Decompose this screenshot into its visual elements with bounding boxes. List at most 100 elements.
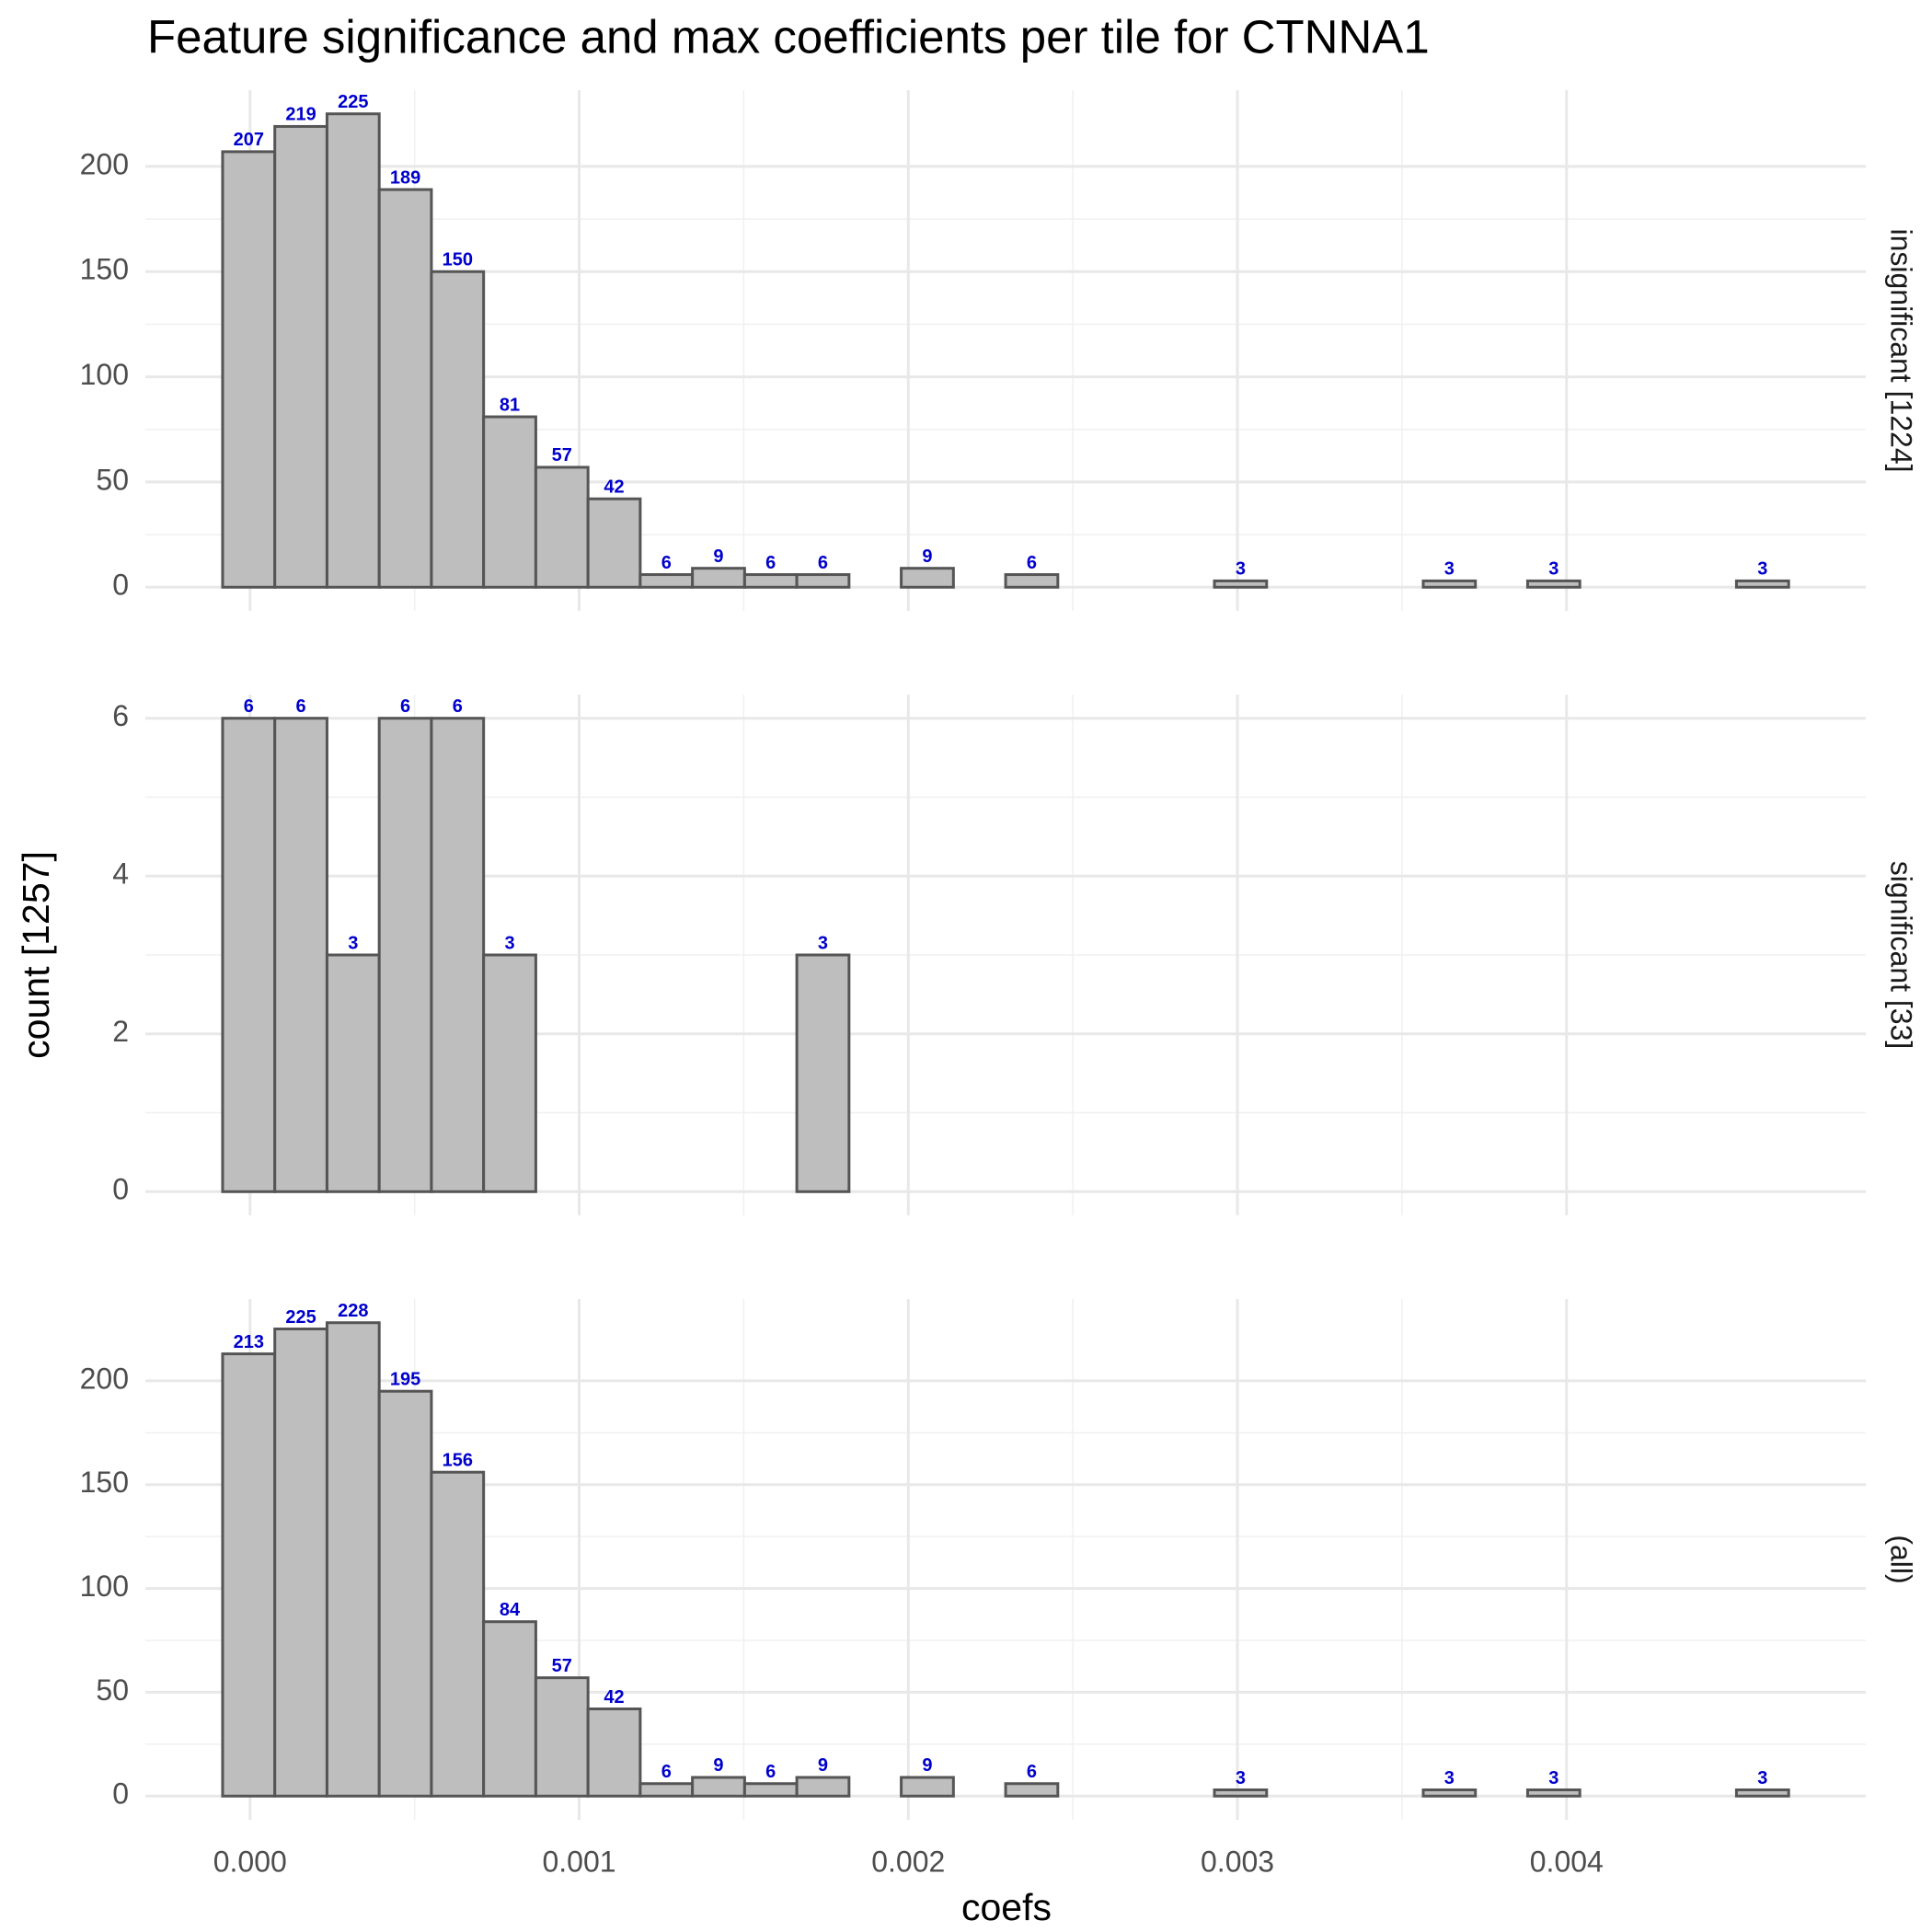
data-label: 225 xyxy=(285,1307,316,1328)
chart-title: Feature significance and max coefficient… xyxy=(147,10,1430,63)
x-tick-label: 0.003 xyxy=(1201,1845,1274,1878)
data-label: 6 xyxy=(1027,1762,1037,1782)
bar xyxy=(795,573,851,589)
data-label: 84 xyxy=(500,1600,521,1620)
data-label: 3 xyxy=(1236,1768,1246,1788)
bar xyxy=(482,1620,537,1798)
data-label: 6 xyxy=(244,696,254,717)
bar xyxy=(638,573,695,589)
data-label: 42 xyxy=(604,477,624,498)
data-label: 57 xyxy=(552,1656,572,1676)
y-tick-label: 200 xyxy=(80,147,129,180)
bar xyxy=(534,466,590,589)
data-label: 3 xyxy=(1757,559,1767,580)
data-label: 6 xyxy=(400,696,410,717)
bar xyxy=(1004,573,1060,589)
bar xyxy=(1004,1782,1060,1798)
data-label: 6 xyxy=(661,1762,672,1782)
bar xyxy=(273,1327,328,1798)
data-label: 207 xyxy=(234,130,264,150)
facet-label: insignificant [1224] xyxy=(1885,228,1918,472)
x-tick-label: 0.004 xyxy=(1530,1845,1604,1878)
data-label: 3 xyxy=(1548,559,1558,580)
data-label: 189 xyxy=(390,167,420,188)
data-label: 225 xyxy=(338,92,368,112)
bar xyxy=(1734,579,1790,589)
data-label: 195 xyxy=(390,1369,420,1389)
data-label: 9 xyxy=(922,1755,932,1776)
x-tick-label: 0.001 xyxy=(542,1845,615,1878)
bar xyxy=(1525,1788,1581,1798)
bar xyxy=(742,573,799,589)
bar xyxy=(273,717,328,1193)
bar xyxy=(221,1352,277,1798)
data-label: 3 xyxy=(1444,1768,1455,1788)
bar xyxy=(273,124,328,589)
x-axis-label: coefs xyxy=(961,1886,1052,1928)
data-label: 9 xyxy=(713,546,723,567)
data-label: 57 xyxy=(552,445,572,466)
bar xyxy=(534,1676,590,1798)
y-tick-label: 50 xyxy=(96,463,129,496)
y-tick-label: 0 xyxy=(112,1777,129,1811)
data-label: 3 xyxy=(348,933,358,953)
bar xyxy=(1525,579,1581,589)
bar xyxy=(1421,1788,1478,1798)
bar xyxy=(900,567,955,589)
data-label: 6 xyxy=(453,696,463,717)
bar xyxy=(795,1776,851,1798)
data-label: 9 xyxy=(922,546,932,567)
data-label: 150 xyxy=(443,250,473,270)
y-tick-label: 100 xyxy=(80,1570,129,1603)
bar xyxy=(482,415,537,589)
data-label: 6 xyxy=(765,553,776,573)
bar xyxy=(377,1389,433,1798)
bar xyxy=(377,188,433,589)
y-tick-label: 150 xyxy=(80,253,129,286)
bar xyxy=(325,1321,381,1798)
data-label: 6 xyxy=(818,553,828,573)
data-label: 213 xyxy=(234,1332,264,1352)
bar xyxy=(1421,579,1478,589)
data-label: 3 xyxy=(504,933,514,953)
facet-label: (all) xyxy=(1885,1535,1918,1583)
bar xyxy=(430,270,486,589)
data-label: 6 xyxy=(765,1762,776,1782)
data-label: 9 xyxy=(713,1755,723,1776)
data-label: 219 xyxy=(285,105,316,125)
data-label: 3 xyxy=(1444,559,1455,580)
bar xyxy=(430,1470,486,1798)
bar xyxy=(1213,579,1269,589)
data-label: 6 xyxy=(296,696,306,717)
y-tick-label: 50 xyxy=(96,1673,129,1707)
bar xyxy=(377,717,433,1193)
bar xyxy=(430,717,486,1193)
bar xyxy=(221,150,277,589)
bar xyxy=(586,1707,642,1798)
bar xyxy=(482,953,537,1193)
y-tick-label: 200 xyxy=(80,1362,129,1395)
bar xyxy=(325,953,381,1193)
y-tick-label: 150 xyxy=(80,1466,129,1499)
data-label: 228 xyxy=(338,1301,368,1321)
data-label: 3 xyxy=(1548,1768,1558,1788)
data-label: 156 xyxy=(443,1450,473,1470)
bar xyxy=(638,1782,695,1798)
data-label: 9 xyxy=(818,1755,828,1776)
data-label: 81 xyxy=(500,395,520,415)
bar xyxy=(1734,1788,1790,1798)
bar xyxy=(742,1782,799,1798)
facet-label: significant [33] xyxy=(1885,861,1918,1050)
y-tick-label: 100 xyxy=(80,358,129,391)
bar xyxy=(586,497,642,589)
data-label: 42 xyxy=(604,1687,624,1708)
bar xyxy=(221,717,277,1193)
bar xyxy=(325,112,381,589)
y-tick-label: 0 xyxy=(112,1173,129,1206)
bar xyxy=(1213,1788,1269,1798)
data-label: 3 xyxy=(1757,1768,1767,1788)
x-tick-label: 0.000 xyxy=(213,1845,287,1878)
bar xyxy=(691,1776,746,1798)
data-label: 3 xyxy=(1236,559,1246,580)
